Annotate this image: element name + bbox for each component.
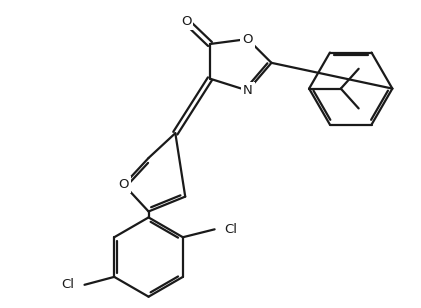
Text: O: O (242, 33, 253, 46)
Text: Cl: Cl (224, 223, 237, 236)
Text: Cl: Cl (61, 278, 75, 291)
Text: N: N (243, 84, 253, 97)
Text: O: O (181, 15, 192, 28)
Text: O: O (119, 178, 129, 191)
